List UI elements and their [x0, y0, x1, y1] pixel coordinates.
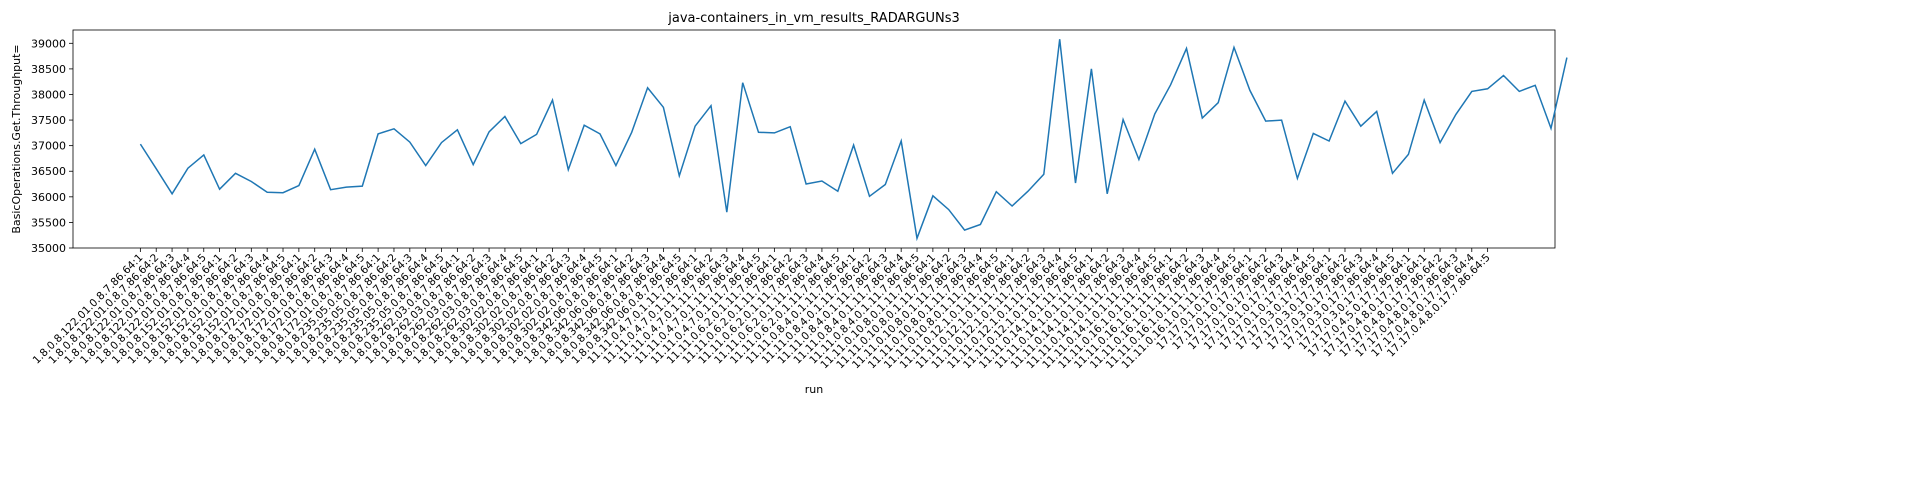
x-axis-label: run [805, 383, 823, 396]
y-tick-label: 38500 [31, 63, 66, 76]
y-tick-label: 35500 [31, 216, 66, 229]
y-tick-label: 36000 [31, 191, 66, 204]
y-axis-label: BasicOperations.Get.Throughput= [10, 44, 23, 233]
y-tick-label: 37500 [31, 114, 66, 127]
data-line [139, 39, 1568, 242]
y-tick-label: 36500 [31, 165, 66, 178]
chart-title: java-containers_in_vm_results_RADARGUNs3 [667, 11, 960, 26]
y-tick-label: 39000 [31, 37, 66, 50]
plot-frame [72, 29, 1556, 249]
y-tick-label: 35000 [31, 242, 66, 255]
y-tick-label: 38000 [31, 88, 66, 101]
y-tick-label: 37000 [31, 140, 66, 153]
